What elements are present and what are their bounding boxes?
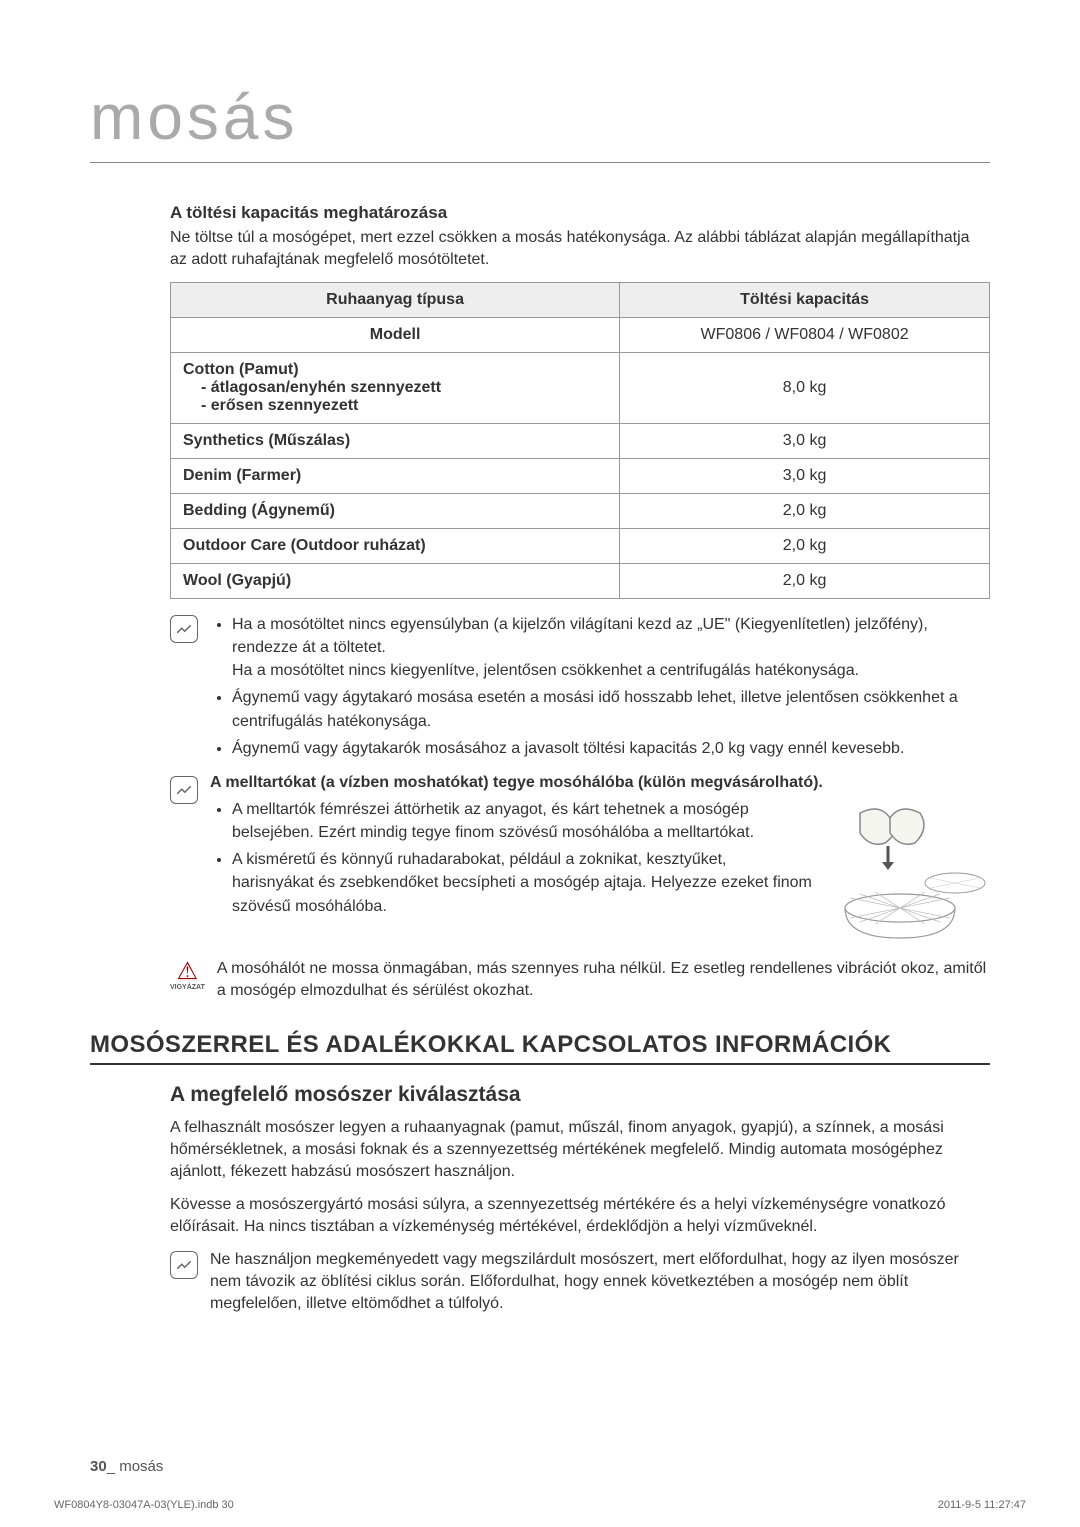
warning-icon: ⚠ VIGYÁZAT [170, 960, 205, 988]
td-model-label: Modell [171, 317, 620, 352]
td-denim: Denim (Farmer) [171, 458, 620, 493]
td-synth-cap: 3,0 kg [620, 423, 990, 458]
print-mark-right: 2011-9-5 11:27:47 [938, 1499, 1026, 1511]
td-wool-cap: 2,0 kg [620, 563, 990, 598]
note2-b2: A kisméretű és könnyű ruhadarabokat, pél… [232, 848, 812, 918]
detergent-heading: MOSÓSZERREL ÉS ADALÉKOKKAL KAPCSOLATOS I… [90, 1031, 990, 1065]
td-bedding: Bedding (Ágynemű) [171, 493, 620, 528]
warn-text: A mosóhálót ne mossa önmagában, más szen… [217, 958, 990, 1003]
cotton-sub1: - átlagosan/enyhén szennyezett [183, 379, 607, 397]
note2-heading: A melltartókat (a vízben moshatókat) teg… [210, 774, 990, 792]
note1-list: Ha a mosótöltet nincs egyensúlyban (a ki… [210, 613, 990, 764]
capacity-intro: Ne töltse túl a mosógépet, mert ezzel cs… [170, 227, 990, 272]
note2-list: A melltartók fémrészei áttörhetik az any… [210, 798, 812, 918]
warn-label: VIGYÁZAT [170, 984, 205, 991]
note1-b1-l2: Ha a mosótöltet nincs kiegyenlítve, jele… [232, 662, 859, 679]
footer-section: mosás [119, 1458, 163, 1475]
page-title: mosás [90, 80, 990, 163]
td-wool: Wool (Gyapjú) [171, 563, 620, 598]
cotton-main: Cotton (Pamut) [183, 361, 299, 378]
note1-b1a: Ha a mosótöltet nincs egyensúlyban (a ki… [232, 616, 702, 633]
td-bedding-cap: 2,0 kg [620, 493, 990, 528]
capacity-heading: A töltési kapacitás meghatározása [170, 203, 990, 223]
detergent-subheading: A megfelelő mosószer kiválasztása [170, 1083, 990, 1107]
td-model-value: WF0806 / WF0804 / WF0802 [620, 317, 990, 352]
page-footer: 30_ mosás [90, 1458, 163, 1475]
note1-b3: Ágynemű vagy ágytakarók mosásához a java… [232, 737, 990, 760]
note1-ue: UE [702, 616, 724, 633]
bra-net-illustration [830, 798, 990, 948]
note1-b1: Ha a mosótöltet nincs egyensúlyban (a ki… [232, 613, 990, 683]
print-mark-left: WF0804Y8-03047A-03(YLE).indb 30 [54, 1499, 234, 1511]
note-icon [170, 615, 198, 643]
cotton-sub2: - erősen szennyezett [183, 397, 607, 415]
td-denim-cap: 3,0 kg [620, 458, 990, 493]
td-outdoor: Outdoor Care (Outdoor ruházat) [171, 528, 620, 563]
td-synth: Synthetics (Műszálas) [171, 423, 620, 458]
note-icon [170, 776, 198, 804]
th-capacity: Töltési kapacitás [620, 282, 990, 317]
th-fabric: Ruhaanyag típusa [171, 282, 620, 317]
capacity-table: Ruhaanyag típusa Töltési kapacitás Model… [170, 282, 990, 599]
page-number: 30 [90, 1458, 107, 1475]
td-outdoor-cap: 2,0 kg [620, 528, 990, 563]
detergent-p1: A felhasznált mosószer legyen a ruhaanya… [170, 1117, 990, 1184]
note-icon [170, 1251, 198, 1279]
detergent-note: Ne használjon megkeményedett vagy megszi… [210, 1249, 990, 1316]
td-cotton: Cotton (Pamut) - átlagosan/enyhén szenny… [171, 352, 620, 423]
td-cotton-cap: 8,0 kg [620, 352, 990, 423]
detergent-p2: Kövesse a mosószergyártó mosási súlyra, … [170, 1194, 990, 1239]
note2-b1: A melltartók fémrészei áttörhetik az any… [232, 798, 812, 844]
note1-b2: Ágynemű vagy ágytakaró mosása esetén a m… [232, 686, 990, 732]
